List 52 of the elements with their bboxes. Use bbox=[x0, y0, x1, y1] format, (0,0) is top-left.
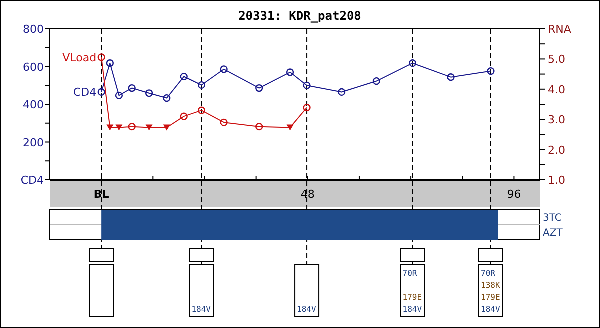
point bbox=[98, 88, 106, 96]
point bbox=[106, 124, 114, 131]
y-tick-label: 3TC bbox=[543, 213, 562, 224]
y2-tick-label: 5.0 bbox=[548, 53, 566, 66]
y-tick-label: 800 bbox=[23, 23, 44, 36]
series-label: CD4 bbox=[73, 86, 97, 100]
y-tick-label: AZT bbox=[543, 228, 564, 239]
x-tick-label: 96 bbox=[507, 188, 522, 201]
point bbox=[487, 67, 495, 76]
point bbox=[198, 106, 206, 114]
ref-line-label: 184V bbox=[297, 305, 316, 314]
point bbox=[256, 84, 264, 92]
point bbox=[116, 124, 123, 131]
point bbox=[286, 124, 294, 131]
point bbox=[220, 118, 228, 126]
point bbox=[220, 66, 228, 74]
y2-tick-label: 4.0 bbox=[548, 83, 566, 96]
point bbox=[372, 77, 380, 86]
y2-tick-label: 2.0 bbox=[548, 144, 566, 157]
point bbox=[98, 54, 106, 62]
ref-line-label: 184V bbox=[192, 305, 212, 314]
point bbox=[198, 81, 206, 90]
point bbox=[256, 123, 264, 131]
point bbox=[180, 72, 188, 81]
series-label: VLoad bbox=[62, 51, 97, 64]
point bbox=[163, 124, 170, 131]
text: 70R 179E 184V bbox=[402, 269, 422, 314]
point bbox=[286, 68, 294, 76]
point bbox=[163, 94, 171, 102]
point bbox=[146, 124, 153, 131]
chart-title: 20331: KDR_pat208 bbox=[238, 9, 362, 23]
point bbox=[115, 92, 123, 100]
y-tick-label: 200 bbox=[23, 136, 44, 150]
point bbox=[128, 123, 136, 131]
point bbox=[303, 104, 311, 112]
y-tick-label: CD4 bbox=[20, 174, 44, 187]
x-tick-label: 48 bbox=[300, 188, 315, 201]
y2-tick-label: RNA bbox=[548, 23, 572, 36]
y-tick-label: 400 bbox=[23, 98, 44, 112]
point bbox=[180, 112, 188, 120]
point bbox=[303, 82, 311, 90]
point bbox=[447, 74, 455, 82]
point bbox=[106, 60, 114, 68]
y-tick-label: 600 bbox=[23, 60, 44, 74]
ref-line-label: 70R 138K 179E 184V bbox=[481, 269, 500, 314]
x-tick-label: BL bbox=[94, 188, 110, 201]
y2-tick-label: 1.0 bbox=[548, 174, 566, 187]
point bbox=[408, 60, 417, 68]
point bbox=[338, 88, 346, 96]
y2-tick-label: 3.0 bbox=[548, 114, 566, 127]
point bbox=[128, 84, 136, 92]
point bbox=[145, 90, 154, 98]
